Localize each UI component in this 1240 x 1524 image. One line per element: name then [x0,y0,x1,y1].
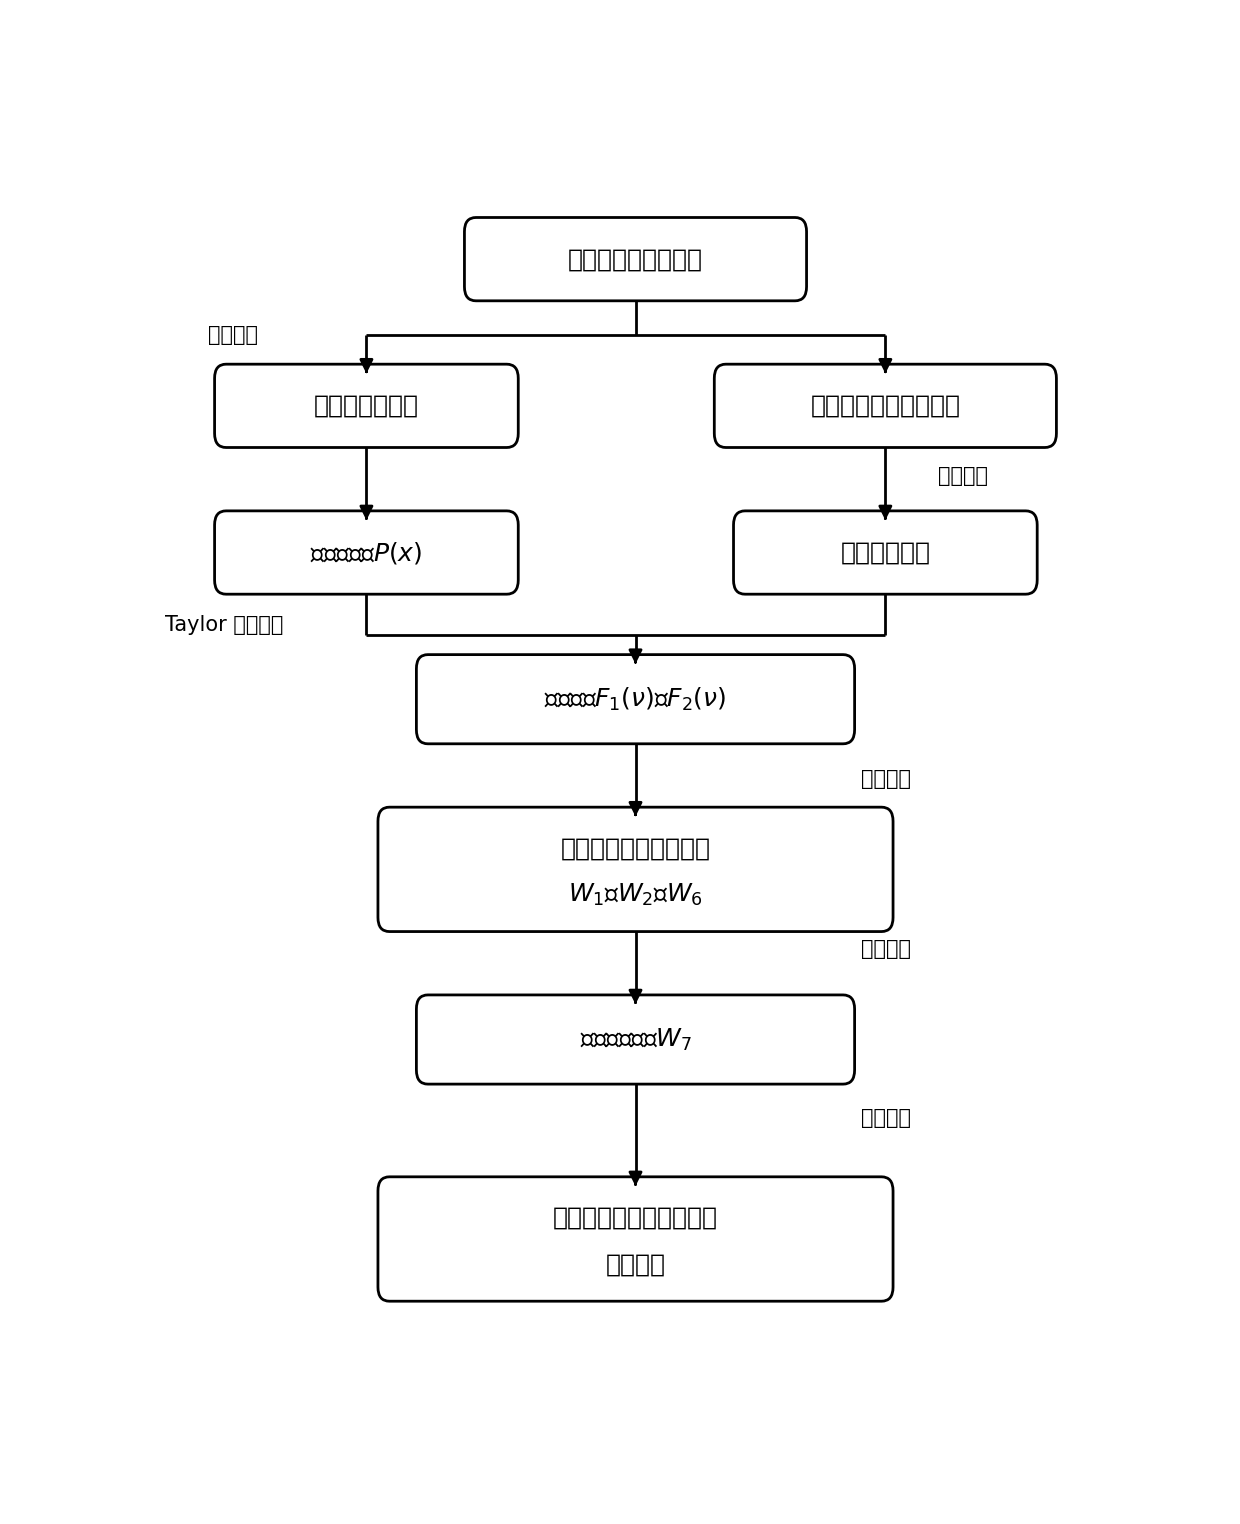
Text: 相位计算: 相位计算 [862,770,911,789]
Text: Taylor 级数展开: Taylor 级数展开 [165,616,283,636]
FancyBboxPatch shape [417,655,854,744]
Text: $W_1$，$W_2$，$W_6$: $W_1$，$W_2$，$W_6$ [568,882,703,908]
Text: 学均匀性: 学均匀性 [605,1253,666,1277]
Text: 目标分析: 目标分析 [208,326,258,346]
FancyBboxPatch shape [714,364,1056,448]
Text: 联立方程: 联立方程 [939,466,988,486]
Text: 波长调谐移相干涉图: 波长调谐移相干涉图 [568,247,703,271]
FancyBboxPatch shape [215,511,518,594]
Text: 相对频率幅度: 相对频率幅度 [841,541,930,564]
Text: 表面面形，光学厚度及光: 表面面形，光学厚度及光 [553,1205,718,1230]
FancyBboxPatch shape [734,511,1037,594]
FancyBboxPatch shape [378,808,893,931]
Text: 联立计算: 联立计算 [862,1108,911,1128]
Text: 空腔测试: 空腔测试 [862,939,911,959]
Text: 不同腔长下的波面信息: 不同腔长下的波面信息 [560,837,711,860]
Text: 采样函数$F_1(\nu)$，$F_2(\nu)$: 采样函数$F_1(\nu)$，$F_2(\nu)$ [544,686,727,713]
FancyBboxPatch shape [215,364,518,448]
FancyBboxPatch shape [417,995,854,1084]
Text: 特征多项式$P(x)$: 特征多项式$P(x)$ [310,539,423,565]
Text: 空腔波面信息$W_7$: 空腔波面信息$W_7$ [579,1027,692,1053]
Text: 设计算法特征图: 设计算法特征图 [314,393,419,418]
FancyBboxPatch shape [378,1177,893,1301]
Text: 移相算法傅里叶表达式: 移相算法傅里叶表达式 [811,393,960,418]
FancyBboxPatch shape [465,218,806,300]
